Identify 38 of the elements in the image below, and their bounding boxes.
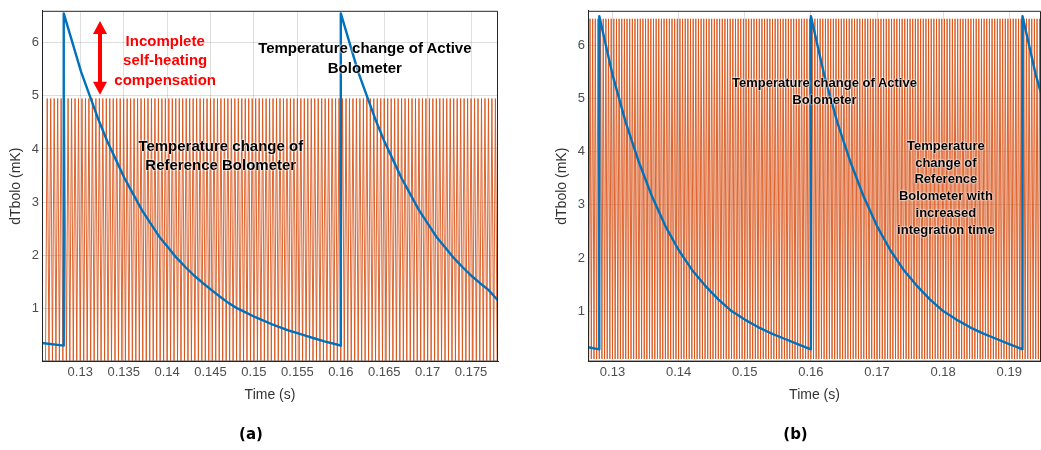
y-tick-label: 5 — [577, 90, 586, 106]
x-tick-label: 0.14 — [154, 363, 180, 379]
y-tick-label: 2 — [577, 249, 586, 265]
y-tick-label: 4 — [577, 143, 586, 159]
x-tick-label: 0.18 — [930, 363, 956, 379]
x-tick-label: 0.13 — [599, 363, 626, 379]
x-tick-label: 0.155 — [281, 363, 314, 379]
x-tick-label: 0.17 — [864, 363, 890, 379]
x-tick-label: 0.17 — [414, 363, 441, 379]
x-tick-label: 0.16 — [328, 363, 354, 379]
x-tick-label: 0.15 — [732, 363, 758, 379]
y-tick-label: 1 — [31, 300, 40, 316]
x-tick-label: 0.175 — [454, 363, 488, 379]
x-tick-label: 0.16 — [798, 363, 824, 379]
x-tick-label: 0.165 — [367, 363, 401, 379]
x-axis-title: Time (s) — [789, 386, 840, 403]
text: (b) — [783, 424, 808, 443]
text: (a) — [239, 424, 263, 443]
y-tick-label: 1 — [577, 302, 586, 318]
y-tick-label: 2 — [31, 246, 40, 262]
annotation: Incomplete self-heating compensation — [113, 30, 217, 90]
y-tick-label: 6 — [31, 34, 40, 50]
x-tick-label: 0.15 — [241, 363, 267, 379]
y-axis-title: dTbolo (mK) — [7, 147, 24, 225]
y-tick-label: 3 — [31, 193, 40, 209]
x-tick-label: 0.13 — [67, 363, 93, 379]
x-tick-label: 0.145 — [194, 363, 227, 379]
annotation: Temperature change of Reference Bolometer with increased integration time — [896, 137, 996, 240]
x-tick-label: 0.14 — [665, 363, 692, 379]
y-tick-label: 4 — [31, 140, 40, 156]
y-tick-label: 5 — [31, 87, 40, 103]
x-tick-label: 0.135 — [107, 363, 140, 379]
y-tick-label: 6 — [577, 36, 586, 52]
y-tick-label: 3 — [577, 196, 586, 212]
x-tick-label: 0.19 — [996, 363, 1022, 379]
x-axis-title: Time (s) — [244, 386, 296, 403]
annotation: Temperature change of Reference Bolometer — [137, 135, 305, 175]
y-axis-title: dTbolo (mK) — [553, 147, 570, 225]
